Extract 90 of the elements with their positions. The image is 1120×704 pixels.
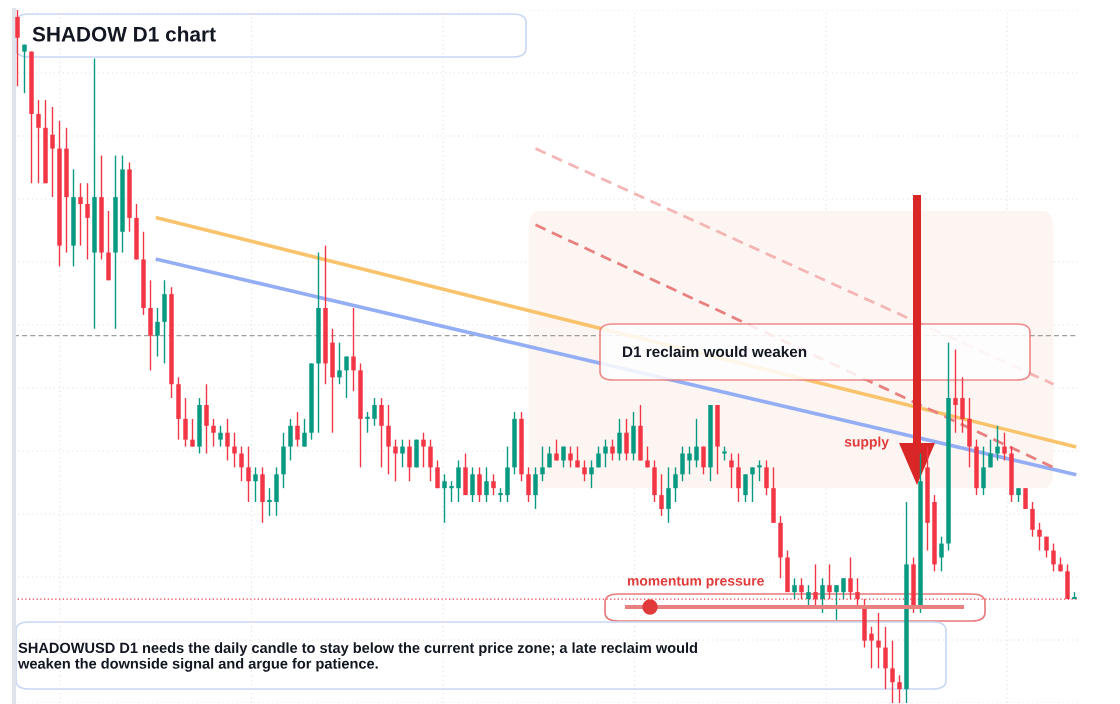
candlestick (841, 577, 846, 600)
candlestick (1002, 432, 1007, 462)
candlestick (659, 473, 664, 517)
candlestick (246, 445, 251, 503)
candlestick (211, 418, 216, 448)
candlestick (428, 438, 433, 482)
candlestick (883, 626, 888, 690)
candlestick (484, 466, 489, 503)
candlestick (953, 348, 958, 434)
band-label: supply (844, 436, 889, 450)
candlestick (50, 106, 55, 198)
candlestick (666, 466, 671, 524)
candlestick (582, 459, 587, 482)
candlestick (1030, 501, 1035, 538)
candlestick (267, 487, 272, 517)
candlestick (981, 445, 986, 496)
candlestick (792, 577, 797, 600)
candlestick (491, 473, 496, 496)
candlestick (78, 182, 83, 247)
candlestick (568, 445, 573, 469)
candlestick (218, 425, 223, 448)
candlestick (988, 438, 993, 469)
candlestick (869, 626, 874, 670)
candlestick (806, 584, 811, 607)
candlestick (890, 639, 895, 703)
candlestick (351, 307, 356, 392)
candlestick (190, 418, 195, 448)
candlestick (22, 43, 27, 94)
candlestick (876, 612, 881, 670)
candlestick (694, 418, 699, 469)
candlestick (1023, 487, 1028, 510)
candlestick (729, 452, 734, 489)
candlestick (1051, 542, 1056, 573)
candlestick (442, 473, 447, 524)
candlestick (379, 397, 384, 469)
candlestick (183, 397, 188, 448)
candlestick (155, 307, 160, 358)
candlestick (36, 99, 41, 184)
candlestick (302, 418, 307, 448)
candlestick (225, 418, 230, 462)
candlestick (337, 341, 342, 385)
candlestick (1037, 522, 1042, 552)
candlestick (589, 459, 594, 489)
candlestick (288, 418, 293, 462)
candlestick (421, 432, 426, 469)
candlestick (477, 466, 482, 503)
candlestick (204, 383, 209, 455)
candlestick (85, 182, 90, 261)
candlestick (372, 397, 377, 427)
candlestick (939, 535, 944, 573)
candlestick (750, 466, 755, 503)
candlestick (820, 577, 825, 614)
candlestick (960, 376, 965, 434)
annotation: SHADOWUSD D1 needs the daily candle to stay below the current price zone; a late reclaim would weaken the downside signal and argue for patience. (18, 642, 698, 672)
candlestick (232, 432, 237, 469)
candlestick (386, 404, 391, 476)
candlestick (449, 480, 454, 503)
candlestick (400, 438, 405, 469)
candlestick (610, 438, 615, 462)
candlestick (344, 355, 349, 399)
candlestick (897, 674, 902, 703)
candlestick (757, 459, 762, 482)
candlestick (239, 445, 244, 482)
candlestick (680, 445, 685, 482)
candlestick (617, 418, 622, 462)
annotation: D1 reclaim would weaken (623, 345, 807, 358)
candlestick (995, 425, 1000, 462)
candlestick (393, 438, 398, 482)
candlestick (687, 445, 692, 476)
candlestick (295, 411, 300, 448)
candlestick (456, 459, 461, 503)
candlestick (407, 438, 412, 482)
candlestick (15, 10, 20, 87)
candlestick (365, 411, 370, 434)
candlestick (624, 418, 629, 462)
candlestick (834, 584, 839, 621)
annotation: momentum pressure (627, 576, 764, 589)
candlestick (435, 459, 440, 489)
candlestick (743, 473, 748, 503)
candlestick (253, 466, 258, 503)
candlestick (533, 466, 538, 510)
candlestick (540, 445, 545, 482)
candlestick (526, 466, 531, 503)
candlestick (470, 466, 475, 503)
candlestick (603, 438, 608, 469)
candlestick (736, 452, 741, 503)
candlestick (764, 459, 769, 496)
candlestick (673, 466, 678, 503)
text: SHADOW D1 chart (32, 26, 216, 42)
candlestick (701, 445, 706, 476)
